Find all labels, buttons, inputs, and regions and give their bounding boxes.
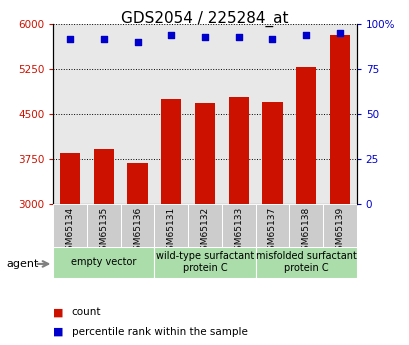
Text: count: count [72, 307, 101, 317]
Bar [94, 149, 114, 204]
Bar [188, 204, 221, 247]
Bar [60, 153, 80, 204]
Bar [329, 35, 349, 204]
Point [235, 34, 241, 39]
Bar [161, 99, 181, 204]
Text: GSM65137: GSM65137 [267, 207, 276, 256]
Text: wild-type surfactant
protein C: wild-type surfactant protein C [155, 252, 254, 273]
Text: GDS2054 / 225284_at: GDS2054 / 225284_at [121, 10, 288, 27]
Bar [154, 204, 188, 247]
Text: GSM65131: GSM65131 [166, 207, 175, 256]
Text: GSM65139: GSM65139 [335, 207, 344, 256]
Bar [255, 204, 289, 247]
Text: GSM65136: GSM65136 [133, 207, 142, 256]
Text: empty vector: empty vector [71, 257, 136, 267]
Point [100, 36, 107, 41]
Text: GSM65138: GSM65138 [301, 207, 310, 256]
Bar [154, 247, 255, 278]
Bar [255, 247, 356, 278]
Bar [194, 103, 215, 204]
Text: ■: ■ [53, 307, 64, 317]
Bar [322, 204, 356, 247]
Bar [228, 97, 248, 204]
Text: misfolded surfactant
protein C: misfolded surfactant protein C [255, 252, 356, 273]
Bar [87, 204, 120, 247]
Point [201, 34, 208, 39]
Text: GSM65133: GSM65133 [234, 207, 243, 256]
Bar [53, 247, 154, 278]
Text: GSM65132: GSM65132 [200, 207, 209, 256]
Bar [127, 163, 147, 204]
Bar [289, 204, 322, 247]
Bar [53, 204, 87, 247]
Bar [120, 204, 154, 247]
Point [134, 39, 141, 45]
Point [268, 36, 275, 41]
Text: GSM65135: GSM65135 [99, 207, 108, 256]
Text: ■: ■ [53, 327, 64, 337]
Text: GSM65134: GSM65134 [65, 207, 74, 256]
Point [168, 32, 174, 38]
Point [302, 32, 309, 38]
Text: agent: agent [6, 259, 38, 269]
Bar [221, 204, 255, 247]
Text: percentile rank within the sample: percentile rank within the sample [72, 327, 247, 337]
Bar [262, 102, 282, 204]
Point [336, 30, 342, 36]
Bar [295, 67, 315, 204]
Point [67, 36, 73, 41]
